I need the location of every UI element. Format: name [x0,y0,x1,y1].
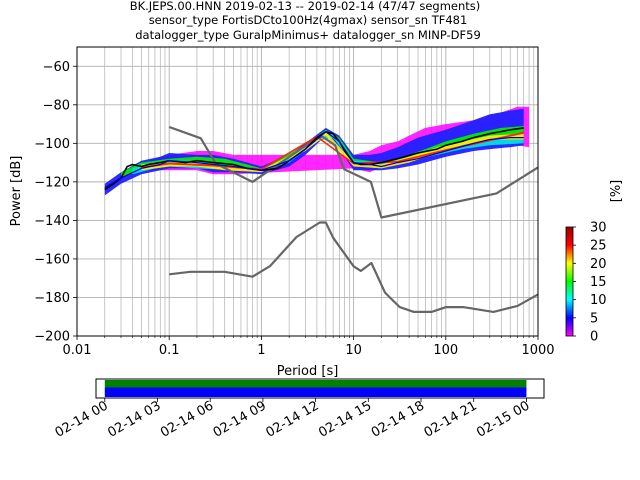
y-tick-label: −60 [43,60,70,75]
y-tick-label: −120 [34,175,70,190]
availability-tick-label: 02-14 12 [263,398,321,440]
x-tick-label: 0.1 [159,343,180,358]
availability-tick-label: 02-14 03 [105,398,163,440]
y-axis-label: Power [dB] [9,156,24,227]
series-line-mode [104,131,524,189]
x-tick-label: 1 [257,343,265,358]
grid [76,47,538,337]
y-tick-label: −80 [43,98,70,113]
title-line-2: sensor_type FortisDCto100Hz(4gmax) senso… [149,13,468,27]
availability-tick-label: 02-14 18 [369,398,427,440]
x-tick-label: 100 [433,343,458,358]
colorbar-gradient [565,226,574,337]
x-ticks: 0.01 0.1 1 10 100 1000 [63,336,555,358]
x-tick-label: 10 [345,343,362,358]
x-axis-label: Period [s] [277,364,339,379]
availability-tick-label: 02-14 15 [316,398,374,440]
y-tick-label: −180 [34,291,70,306]
series-line-mean [104,127,524,191]
psd-band-3 [141,131,524,173]
availability-tick-label: 02-14 09 [211,398,269,440]
x-tick-label: 0.01 [63,343,92,358]
colorbar-tick-label: 10 [590,293,607,308]
availability-tick-label: 02-14 06 [158,398,216,440]
colorbar-tick-label: 20 [590,257,607,272]
title-line-1: BK.JEPS.00.HNN 2019-02-13 -- 2019-02-14 … [130,0,481,13]
title-line-3: datalogger_type GuralpMinimus+ datalogge… [135,28,481,42]
y-tick-label: −160 [34,252,70,267]
psd-outlier-band [148,106,530,175]
availability-bar-top [104,380,527,388]
colorbar-tick-label: 0 [590,330,598,345]
colorbar-tick-label: 5 [590,311,598,326]
colorbar-ticks: 0 5 10 15 20 25 30 [573,221,607,345]
colorbar-label: [%] [609,180,624,203]
availability-tick-label: 02-14 21 [422,398,480,440]
x-tick-label: 1000 [521,343,554,358]
colorbar-tick-label: 15 [590,275,607,290]
series-line-nhnm [168,125,539,219]
colorbar: 0 5 10 15 20 25 30 [%] [565,180,624,345]
availability-tick-label: 02-15 00 [474,398,532,440]
availability-bars [104,380,527,397]
colorbar-tick-label: 30 [590,221,607,236]
colorbar-tick-label: 25 [590,239,607,254]
series-line-nlnm [169,221,539,313]
availability-tick-label: 02-14 00 [53,398,111,440]
y-ticks: −60 −80 −100 −120 −140 −160 −180 −200 [34,60,77,345]
plot-area [77,47,538,336]
series-lines [104,125,539,313]
psd-plot: 0.01 0.1 1 10 100 1000 −60 −80 −100 −120 −140 −160… [9,46,555,379]
y-tick-label: −140 [34,214,70,229]
availability-bar-bottom [104,387,527,397]
plot-frame [76,46,539,337]
y-tick-label: −200 [34,330,70,345]
y-tick-label: −100 [34,137,70,152]
